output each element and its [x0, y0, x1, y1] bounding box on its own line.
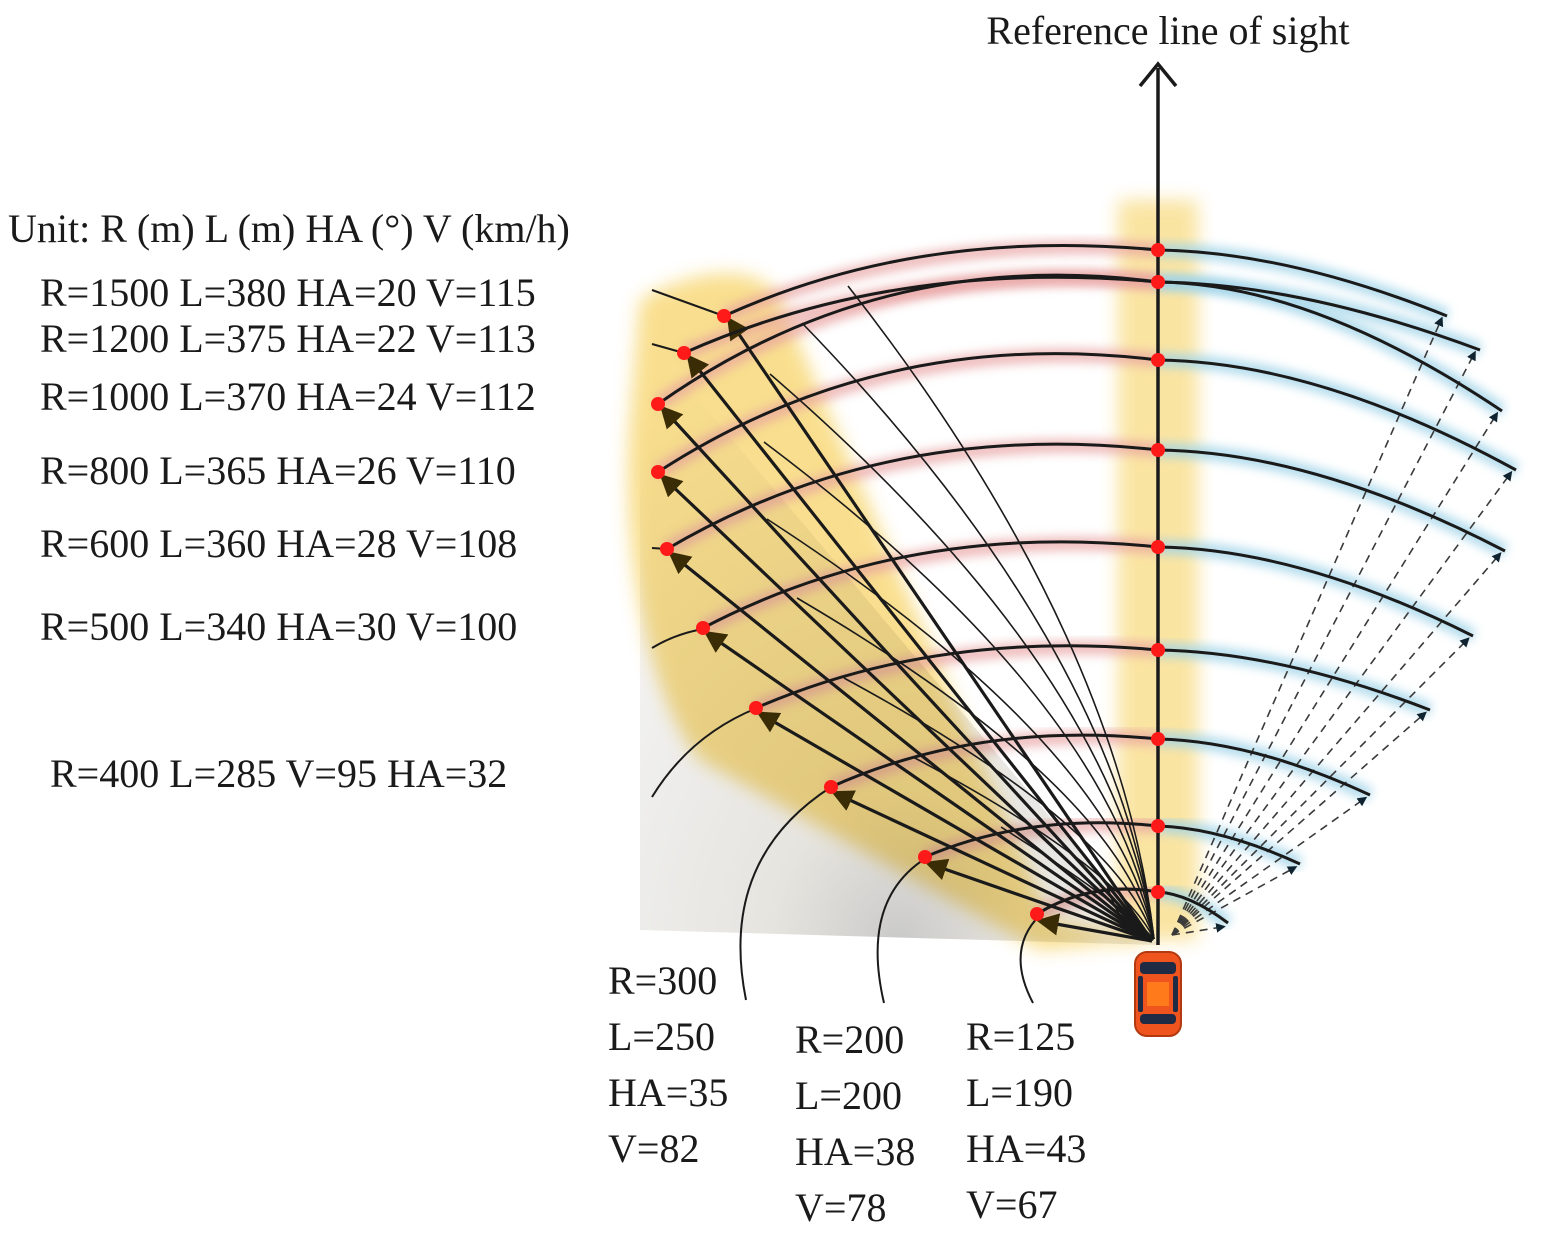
label-leader	[651, 707, 758, 798]
curve-arcs	[657, 243, 1517, 925]
curve-start-point	[696, 621, 710, 635]
sweep-line	[847, 285, 1155, 940]
curve-start-point	[651, 465, 665, 479]
sight-line	[659, 473, 1154, 943]
curve-points	[651, 243, 1165, 921]
left-labels: R=1500 L=380 HA=20 V=115 R=1200 L=375 HA…	[40, 270, 536, 796]
label-leader-lines	[651, 289, 1041, 1004]
curve-start-point	[651, 397, 665, 411]
label-r1000: R=1000 L=370 HA=24 V=112	[40, 374, 536, 419]
bottom-label-r300: R=300 L=250 HA=35 V=82	[608, 958, 728, 1171]
reference-point	[1151, 732, 1165, 746]
curve-start-point	[717, 309, 731, 323]
dashed-sight-line	[1171, 350, 1476, 936]
reference-point	[1151, 243, 1165, 257]
sight-line	[924, 858, 1153, 943]
label-r500: R=500 L=340 HA=30 V=100	[40, 604, 517, 649]
dashed-sight-line	[1171, 923, 1226, 936]
label-leader	[1019, 914, 1041, 1004]
curve-arc	[830, 733, 1371, 797]
sweep-line	[763, 441, 1155, 940]
curve-arc	[702, 540, 1474, 638]
curve-arc	[755, 644, 1431, 712]
sweep-line	[912, 756, 1155, 940]
sight-line	[756, 711, 1153, 943]
sight-line	[703, 630, 1153, 943]
dashed-sight-line	[1171, 866, 1298, 936]
curve-start-point	[677, 346, 691, 360]
reference-arrow-head-icon	[1138, 61, 1178, 88]
bottom-label-line: HA=35	[608, 1070, 728, 1115]
bottom-label-line: R=200	[795, 1017, 904, 1062]
label-r1500: R=1500 L=380 HA=20 V=115	[40, 270, 536, 315]
bottom-label-r125: R=125 L=190 HA=43 V=67	[966, 1014, 1086, 1227]
dashed-sight-line	[1171, 411, 1499, 936]
curve-start-point	[660, 542, 674, 556]
glow-arc-right	[1157, 643, 1433, 717]
curve-arc	[657, 352, 1517, 474]
unit-note: Unit: R (m) L (m) HA (°) V (km/h)	[8, 206, 570, 251]
sweep-line	[1106, 883, 1155, 940]
sweep-line	[843, 677, 1155, 940]
curve-arc	[666, 442, 1506, 553]
label-r400: R=400 L=285 V=95 HA=32	[50, 751, 507, 796]
label-leader	[651, 289, 725, 317]
sweep-line	[801, 322, 1155, 940]
dashed-sight-line	[1171, 470, 1513, 936]
curve-arc	[683, 275, 1481, 355]
car-icon	[1134, 951, 1182, 1037]
curve-start-point	[749, 701, 763, 715]
reference-point	[1151, 275, 1165, 289]
sight-line	[1036, 913, 1153, 943]
sweep-line	[769, 373, 1155, 940]
fan-shade	[640, 330, 1158, 945]
reference-point	[1151, 353, 1165, 367]
sight-line	[830, 790, 1153, 943]
dashed-sight-line	[1171, 637, 1470, 936]
sight-line	[668, 551, 1154, 943]
sweep-line	[796, 597, 1155, 940]
reference-line-group	[1138, 61, 1178, 945]
bottom-label-line: R=125	[966, 1014, 1075, 1059]
reference-title: Reference line of sight	[986, 8, 1349, 53]
glow-arc-right	[1157, 540, 1477, 643]
reference-point	[1151, 443, 1165, 457]
bottom-label-line: HA=38	[795, 1129, 915, 1174]
glow-arc-right	[1157, 443, 1509, 558]
bottom-label-r200: R=200 L=200 HA=38 V=78	[795, 1017, 915, 1230]
curve-start-point	[824, 780, 838, 794]
dashed-sight-line	[1171, 796, 1368, 936]
bottom-label-line: V=67	[966, 1182, 1057, 1227]
reference-point	[1151, 643, 1165, 657]
bottom-label-line: L=200	[795, 1073, 902, 1118]
reference-point	[1151, 540, 1165, 554]
bottom-label-line: L=190	[966, 1070, 1073, 1115]
label-leader	[876, 857, 927, 1004]
bottom-label-line: V=82	[608, 1126, 699, 1171]
bottom-label-line: V=78	[795, 1185, 886, 1230]
bottom-label-line: HA=43	[966, 1126, 1086, 1171]
bottom-label-line: R=300	[608, 958, 717, 1003]
curve-start-point	[1030, 907, 1044, 921]
curve-start-point	[918, 850, 932, 864]
sight-line	[686, 353, 1154, 942]
reference-point	[1151, 885, 1165, 899]
label-r600: R=600 L=360 HA=28 V=108	[40, 521, 517, 566]
label-r1200: R=1200 L=375 HA=22 V=113	[40, 316, 536, 361]
reference-point	[1151, 819, 1165, 833]
dashed-sight-lines	[1171, 316, 1513, 936]
label-r800: R=800 L=365 HA=26 V=110	[40, 448, 516, 493]
curve-arc	[924, 821, 1301, 866]
curve-arc	[723, 243, 1448, 318]
bottom-label-line: L=250	[608, 1014, 715, 1059]
label-leader	[739, 786, 832, 1001]
